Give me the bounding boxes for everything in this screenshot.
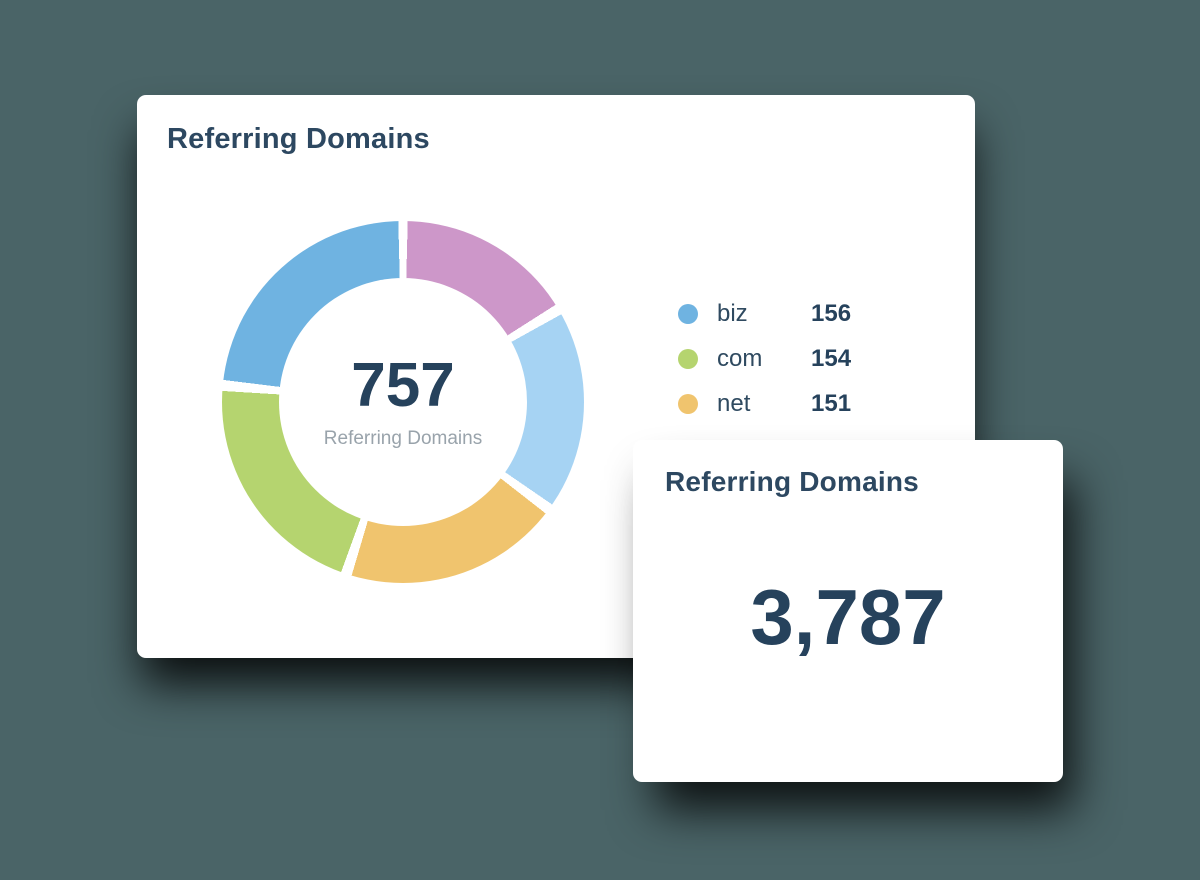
donut-center-label: Referring Domains (323, 427, 483, 449)
legend-item-net: net 151 (678, 381, 851, 426)
chart-card-title: Referring Domains (167, 123, 430, 155)
legend-label: biz (717, 299, 748, 327)
referring-domains-chart-card: Referring Domains 757 Referring Domains … (137, 95, 975, 658)
legend-dot-icon (678, 348, 698, 369)
donut-center: 757 Referring Domains (279, 278, 527, 526)
legend-value: 154 (811, 344, 852, 372)
legend-dot-icon (678, 393, 698, 414)
legend-value: 156 (811, 299, 852, 327)
legend-dot-icon (678, 303, 698, 324)
legend-label: com (717, 344, 763, 372)
referring-domains-total-card: Referring Domains 3,787 (633, 440, 1063, 782)
kpi-card-title: Referring Domains (665, 466, 919, 497)
legend-item-biz: biz 156 (678, 291, 851, 336)
donut-chart: 757 Referring Domains (222, 221, 584, 583)
legend-item-com: com 154 (678, 336, 851, 381)
legend-value: 151 (811, 389, 852, 417)
legend-label: net (717, 389, 751, 417)
chart-legend: biz 156 com 154 net 151 (678, 291, 851, 426)
donut-total-value: 757 (351, 350, 455, 420)
kpi-total-value: 3,787 (750, 573, 946, 661)
